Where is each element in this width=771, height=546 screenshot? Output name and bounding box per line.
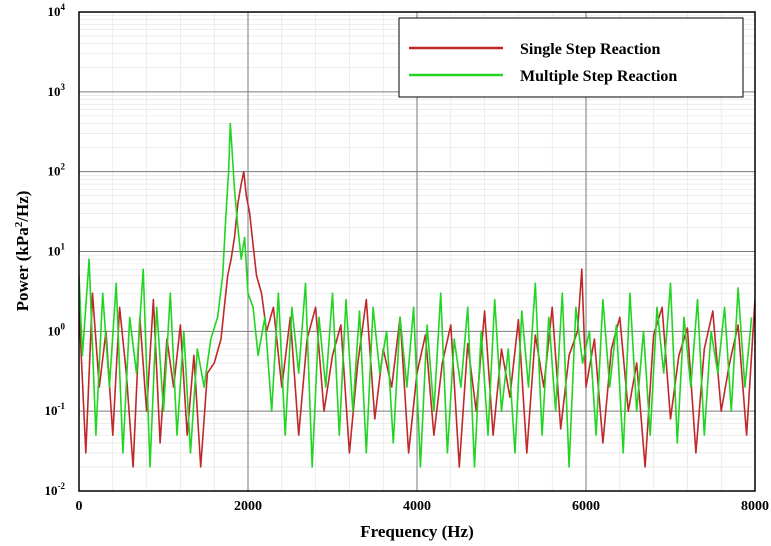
y-axis-title-base: Power (kPa: [13, 227, 32, 312]
y-tick-label: 10-2: [45, 481, 66, 498]
y-axis-title-tail: /Hz): [13, 191, 32, 223]
legend-box: [398, 17, 744, 98]
series-line-1: [79, 122, 753, 468]
y-axis-ticks: 10-2 10-1 100 101 102 103 104: [45, 2, 66, 498]
x-tick-label: 4000: [403, 499, 431, 514]
x-tick-label: 8000: [741, 499, 769, 514]
y-tick-label: 102: [48, 162, 66, 179]
x-axis-ticks: 0 2000 4000 6000 8000: [76, 499, 770, 514]
x-tick-label: 2000: [234, 499, 262, 514]
y-axis-title-sup: 2: [13, 221, 25, 227]
series-group: [79, 122, 755, 468]
y-tick-label: 104: [48, 2, 66, 19]
legend-label-multiple-step: Multiple Step Reaction: [520, 68, 677, 85]
legend: Single Step Reaction Multiple Step React…: [398, 17, 744, 98]
y-tick-label: 101: [48, 242, 66, 259]
x-axis-title: Frequency (Hz): [360, 522, 473, 541]
y-axis-title: Power (kPa2/Hz): [13, 191, 32, 312]
plot-area: [79, 122, 755, 468]
y-tick-label: 10-1: [45, 401, 66, 418]
y-tick-label: 100: [48, 321, 66, 338]
x-tick-label: 0: [76, 499, 83, 514]
legend-label-single-step: Single Step Reaction: [520, 41, 661, 58]
plot-frame: [78, 11, 756, 492]
y-tick-label: 103: [48, 82, 66, 99]
x-tick-label: 6000: [572, 499, 600, 514]
